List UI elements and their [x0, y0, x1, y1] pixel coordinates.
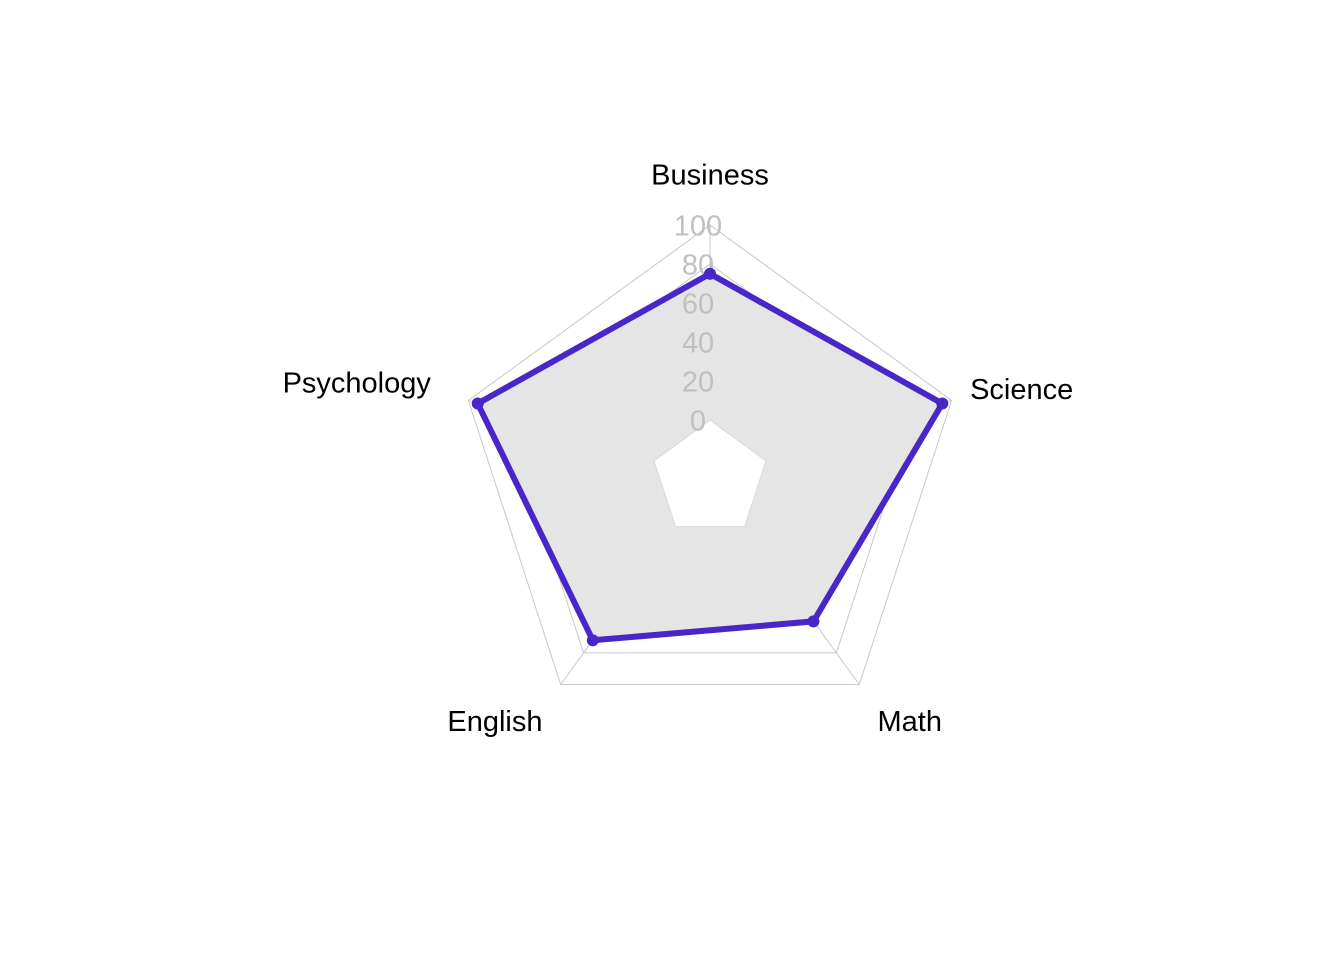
series-line-0	[474, 270, 946, 644]
series-line	[471, 267, 949, 647]
axis-label-psychology: Psychology	[283, 368, 432, 400]
radial-tick-label-60: 60	[682, 289, 714, 321]
data-point-science	[936, 397, 949, 410]
data-point-english	[586, 634, 599, 647]
data-point-math	[807, 615, 820, 628]
axis-label-science: Science	[970, 374, 1073, 406]
radial-tick-label-20: 20	[682, 367, 714, 399]
series-area	[477, 273, 943, 641]
radial-tick-label-0: 0	[690, 406, 706, 438]
series-area-0	[477, 273, 943, 641]
data-point-business	[704, 267, 716, 280]
axis-label-business: Business	[651, 160, 769, 192]
data-point-psychology	[471, 397, 484, 410]
axis-label-math: Math	[878, 706, 942, 738]
grid-ring-100	[467, 224, 953, 685]
radial-tick-label-100: 100	[674, 211, 722, 243]
axis-labels: Business Science Math English Psychology	[283, 160, 1074, 738]
radial-tick-label-40: 40	[682, 328, 714, 360]
axis-label-english: English	[447, 706, 542, 738]
